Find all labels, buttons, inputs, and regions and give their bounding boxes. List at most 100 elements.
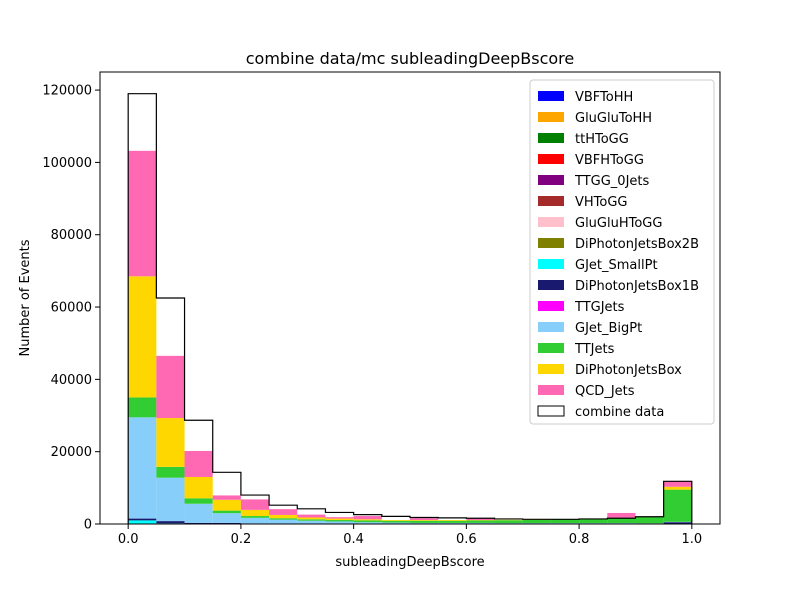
bar-ttjets-bin-4 — [240, 516, 270, 518]
bar-ttjets-bin-15 — [550, 519, 580, 524]
legend-label-glugluhtogg: GluGluHToGG — [575, 216, 662, 231]
legend-frame — [529, 79, 715, 425]
bar-ttjets-bin-19 — [663, 489, 692, 522]
bar-diphotonjetsbox1b-bin-3 — [212, 522, 241, 524]
bar-diphotonjetsbox1b-bin-0 — [128, 518, 157, 521]
x-tick-label: 0.2 — [231, 532, 252, 547]
bar-diphotonjetsbox1b-bin-1 — [156, 521, 185, 524]
x-axis-label: subleadingDeepBscore — [335, 555, 484, 570]
legend-label-diphotonjetsbox1b: DiPhotonJetsBox1B — [575, 279, 699, 294]
legend-label-ttgg-0jets: TTGG_0Jets — [574, 174, 650, 189]
bar-gjet-bigpt-bin-10 — [410, 522, 439, 524]
x-tick-label: 0.0 — [118, 532, 139, 547]
bar-gjet-bigpt-bin-13 — [494, 523, 523, 524]
y-tick-label: 40000 — [51, 373, 92, 388]
bar-gjet-bigpt-bin-4 — [240, 517, 270, 524]
bar-qcd-jets-bin-8 — [353, 516, 382, 520]
bar-diphotonjetsbox-bin-1 — [156, 418, 185, 467]
legend-swatch-vbftohh — [538, 91, 564, 101]
legend-label-gjet-smallpt: GJet_SmallPt — [575, 258, 658, 273]
bar-qcd-jets-bin-17 — [607, 512, 636, 519]
bar-ttjets-bin-17 — [607, 518, 636, 524]
bar-ttjets-bin-5 — [269, 518, 298, 520]
legend-swatch-glugluhtogg — [538, 217, 564, 227]
bar-ttjets-bin-10 — [410, 520, 439, 523]
bar-ttjets-bin-7 — [325, 520, 354, 522]
bar-diphotonjetsbox-bin-11 — [438, 520, 467, 521]
x-axis-ticks: 0.0 0.2 0.4 0.6 0.8 1.0 — [118, 524, 702, 547]
legend-swatch-ttjets — [538, 343, 564, 353]
y-tick-label: 20000 — [51, 445, 92, 460]
bar-qcd-jets-bin-19 — [663, 481, 692, 487]
bar-gjet-bigpt-bin-5 — [269, 519, 298, 524]
bar-gjet-bigpt-bin-2 — [184, 503, 213, 523]
legend-label-gjet-bigpt: GJet_BigPt — [575, 321, 642, 336]
y-tick-label: 80000 — [51, 228, 92, 243]
bar-diphotonjetsbox-bin-8 — [353, 519, 382, 521]
bar-gjet-bigpt-bin-6 — [297, 520, 326, 524]
bar-ttjets-bin-14 — [522, 519, 551, 524]
legend-swatch-vbfhtogg — [538, 154, 564, 164]
bar-ttjets-bin-0 — [128, 397, 157, 418]
bar-diphotonjetsbox-bin-3 — [212, 499, 241, 511]
legend-swatch-vhtogg — [538, 196, 564, 206]
bar-gjet-bigpt-bin-17 — [607, 523, 636, 524]
bar-diphotonjetsbox-bin-9 — [381, 520, 410, 521]
bar-qcd-jets-bin-3 — [212, 495, 241, 500]
bar-qcd-jets-bin-1 — [156, 355, 185, 419]
legend-label-vbftohh: VBFToHH — [575, 90, 633, 105]
legend-label-ttgjets: TTGJets — [574, 300, 625, 315]
bar-qcd-jets-bin-4 — [240, 499, 270, 510]
bar-ttjets-bin-9 — [381, 520, 410, 523]
legend-swatch-diphotonjetsbox1b — [538, 280, 564, 290]
bar-diphotonjetsbox-bin-10 — [410, 520, 439, 521]
legend-label-vhtogg: VHToGG — [575, 195, 628, 210]
bar-diphotonjetsbox-bin-7 — [325, 518, 354, 521]
legend-label-vbfhtogg: VBFHToGG — [575, 153, 644, 168]
bar-diphotonjetsbox-bin-0 — [128, 276, 157, 398]
y-tick-label: 60000 — [51, 301, 92, 316]
y-tick-label: 0 — [84, 518, 92, 533]
bar-ttjets-bin-2 — [184, 498, 213, 504]
bar-diphotonjetsbox-bin-6 — [297, 517, 326, 520]
bar-gjet-bigpt-bin-3 — [212, 513, 241, 523]
bar-qcd-jets-bin-0 — [128, 150, 157, 277]
x-tick-label: 0.8 — [569, 532, 590, 547]
y-axis-label: Number of Events — [18, 239, 33, 356]
bar-diphotonjetsbox-bin-5 — [269, 514, 298, 519]
x-tick-label: 0.4 — [343, 532, 364, 547]
legend-label-diphotonjetsbox2b: DiPhotonJetsBox2B — [575, 237, 699, 252]
legend-swatch-gluglutohh — [538, 112, 564, 122]
legend-swatch-qcd-jets — [538, 385, 564, 395]
legend-swatch-ttgjets — [538, 301, 564, 311]
bar-diphotonjetsbox1b-bin-2 — [184, 522, 213, 524]
bar-diphotonjetsbox-bin-2 — [184, 476, 213, 499]
bar-gjet-bigpt-bin-15 — [550, 523, 580, 524]
bar-ttjets-bin-11 — [438, 520, 467, 523]
legend-swatch-ttgg-0jets — [538, 175, 564, 185]
legend-label-gluglutohh: GluGluToHH — [575, 111, 652, 126]
bar-qcd-jets-bin-6 — [297, 514, 326, 518]
legend: VBFToHH GluGluToHH ttHToGG VBFHToGG TTGG_0Je… — [529, 79, 715, 425]
bar-diphotonjetsbox-bin-19 — [663, 486, 692, 490]
bar-diphotonjetsbox1b-bin-19 — [663, 522, 692, 524]
bar-qcd-jets-bin-5 — [269, 509, 298, 515]
bar-qcd-jets-bin-7 — [325, 517, 354, 519]
y-axis-ticks: 0 20000 40000 60000 80000 100000 120000 — [42, 84, 100, 533]
bar-qcd-jets-bin-10 — [410, 518, 439, 521]
combine-data-outline — [127, 93, 693, 524]
x-tick-label: 1.0 — [681, 532, 702, 547]
x-tick-label: 0.6 — [456, 532, 477, 547]
legend-swatch-diphotonjetsbox2b — [538, 238, 564, 248]
y-tick-label: 100000 — [42, 156, 92, 171]
bar-ttjets-bin-1 — [156, 466, 185, 478]
bar-gjet-bigpt-bin-1 — [156, 477, 185, 522]
bar-gjet-bigpt-bin-9 — [381, 522, 410, 524]
legend-swatch-gjet-smallpt — [538, 259, 564, 269]
bar-gjet-bigpt-bin-7 — [325, 521, 354, 524]
bar-ttjets-bin-8 — [353, 520, 382, 523]
legend-swatch-tthtogg — [538, 133, 564, 143]
bar-ttjets-bin-12 — [466, 520, 495, 523]
legend-label-diphotonjetsbox: DiPhotonJetsBox — [575, 363, 682, 378]
bar-gjet-bigpt-bin-0 — [128, 417, 157, 519]
